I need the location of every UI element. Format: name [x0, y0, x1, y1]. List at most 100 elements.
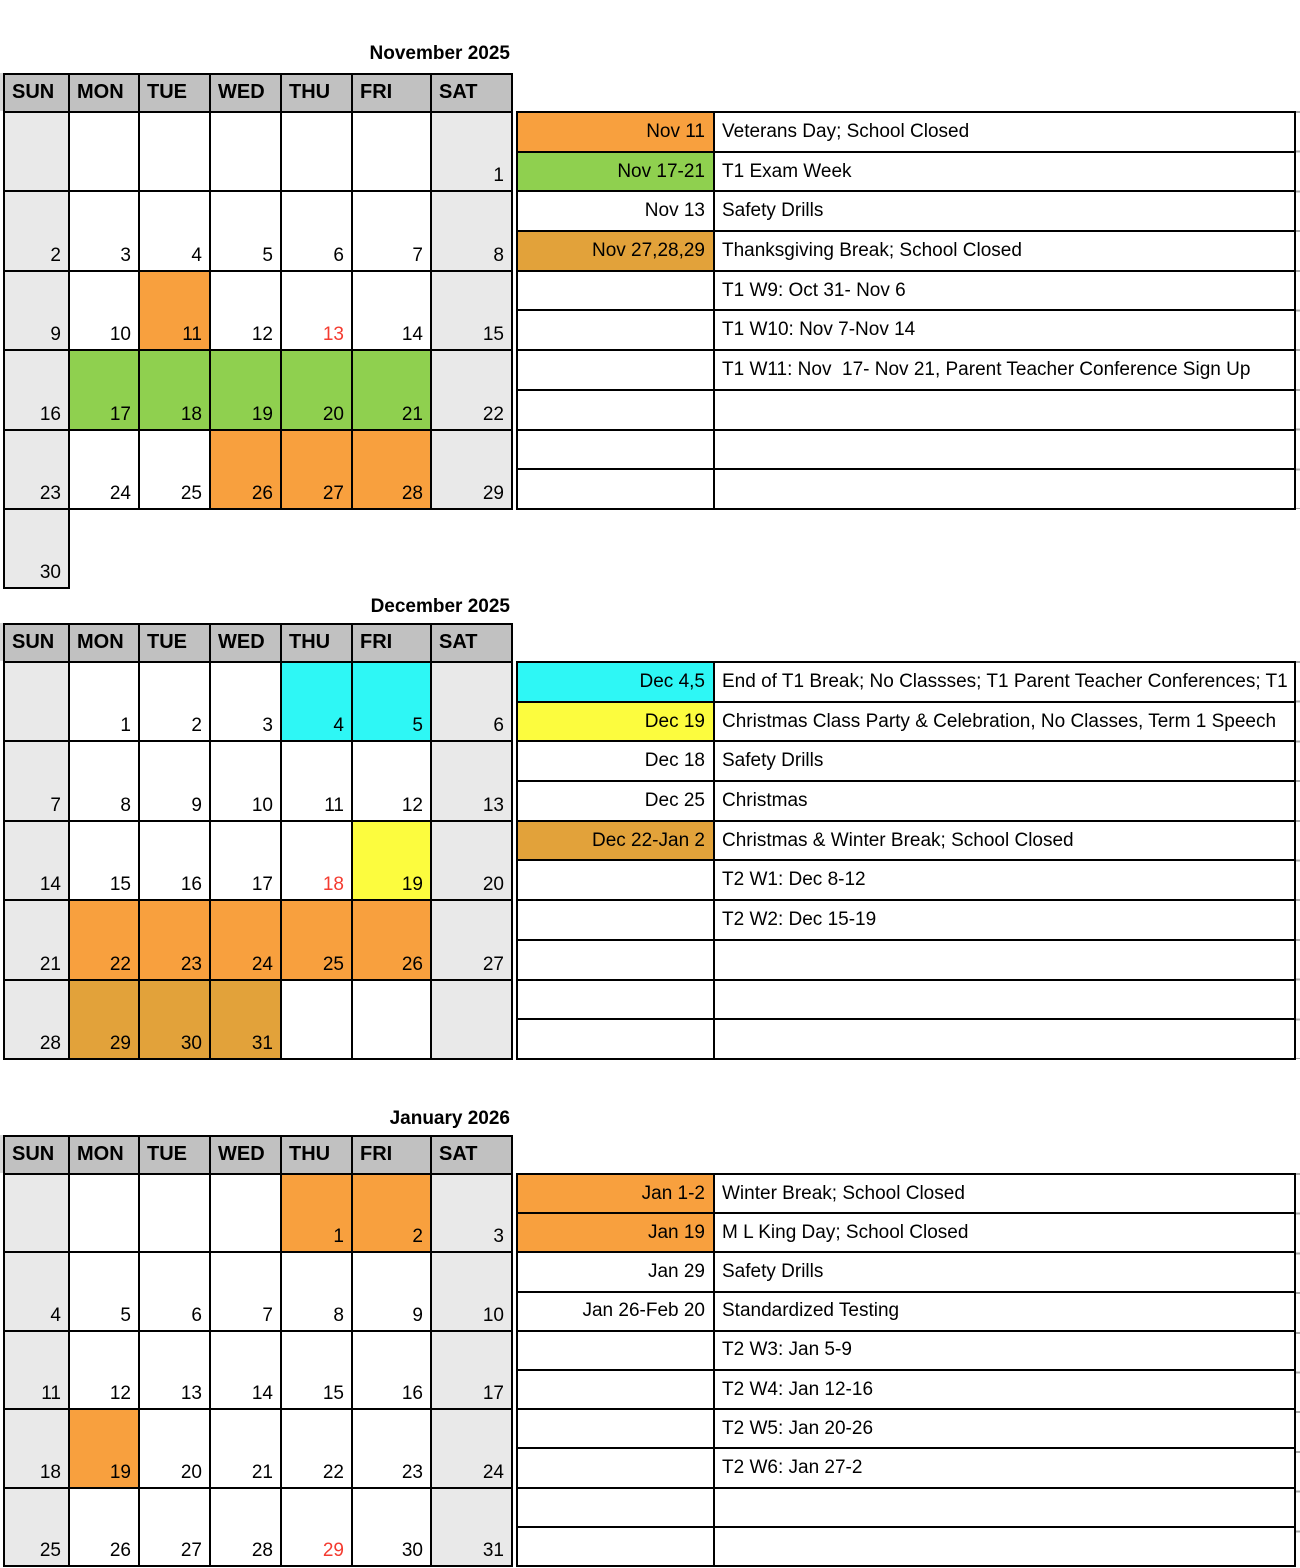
legend-date-cell[interactable]: Jan 29: [516, 1251, 715, 1293]
day-cell[interactable]: 23: [351, 1408, 432, 1489]
day-cell[interactable]: 21: [351, 349, 432, 431]
day-cell[interactable]: 4: [3, 1251, 70, 1332]
day-cell[interactable]: 27: [138, 1486, 211, 1567]
legend-date-cell[interactable]: Dec 19: [516, 700, 715, 743]
day-cell[interactable]: 4: [138, 190, 211, 272]
day-cell[interactable]: 5: [68, 1251, 140, 1332]
day-cell[interactable]: 24: [430, 1408, 513, 1489]
legend-text-cell[interactable]: T2 W3: Jan 5-9: [713, 1329, 1296, 1371]
legend-date-cell[interactable]: Nov 17-21: [516, 150, 715, 193]
legend-text-cell[interactable]: Winter Break; School Closed: [713, 1172, 1296, 1215]
legend-date-cell[interactable]: [516, 269, 715, 312]
legend-text-cell[interactable]: Christmas Class Party & Celebration, No …: [713, 700, 1296, 743]
day-cell[interactable]: 18: [280, 819, 353, 902]
legend-text-cell[interactable]: [713, 978, 1296, 1021]
day-cell[interactable]: 11: [138, 269, 211, 352]
day-cell[interactable]: 1: [430, 110, 513, 193]
legend-text-cell[interactable]: T1 Exam Week: [713, 150, 1296, 193]
day-cell[interactable]: 18: [138, 349, 211, 431]
legend-date-cell[interactable]: [516, 349, 715, 391]
day-cell[interactable]: 10: [68, 269, 140, 352]
legend-date-cell[interactable]: [516, 1329, 715, 1371]
day-cell[interactable]: 29: [68, 978, 140, 1060]
day-cell[interactable]: 18: [3, 1408, 70, 1489]
day-cell[interactable]: [68, 110, 140, 193]
legend-date-cell[interactable]: [516, 468, 715, 510]
day-cell[interactable]: 9: [138, 740, 211, 822]
day-cell[interactable]: 26: [68, 1486, 140, 1567]
day-cell[interactable]: 4: [280, 660, 353, 743]
day-cell[interactable]: 13: [280, 269, 353, 352]
day-cell[interactable]: 9: [351, 1251, 432, 1332]
legend-text-cell[interactable]: T2 W1: Dec 8-12: [713, 859, 1296, 902]
day-cell[interactable]: 24: [68, 428, 140, 510]
day-cell[interactable]: 2: [138, 660, 211, 743]
legend-text-cell[interactable]: Safety Drills: [713, 1251, 1296, 1293]
day-cell[interactable]: 16: [351, 1329, 432, 1411]
day-cell[interactable]: 11: [3, 1329, 70, 1411]
day-cell[interactable]: 8: [68, 740, 140, 822]
day-cell[interactable]: 13: [138, 1329, 211, 1411]
day-cell[interactable]: 14: [209, 1329, 282, 1411]
day-cell[interactable]: 7: [3, 740, 70, 822]
day-cell[interactable]: 31: [430, 1486, 513, 1567]
day-cell[interactable]: 10: [430, 1251, 513, 1332]
day-cell[interactable]: [280, 110, 353, 193]
legend-date-cell[interactable]: Nov 11: [516, 111, 715, 153]
day-cell[interactable]: 28: [351, 428, 432, 510]
day-cell[interactable]: [3, 660, 70, 743]
day-cell[interactable]: 15: [280, 1329, 353, 1411]
legend-text-cell[interactable]: [713, 938, 1296, 981]
legend-text-cell[interactable]: Christmas: [713, 780, 1296, 822]
legend-text-cell[interactable]: T2 W6: Jan 27-2: [713, 1447, 1296, 1489]
day-cell[interactable]: 3: [209, 660, 282, 743]
day-cell[interactable]: 7: [351, 190, 432, 272]
day-cell[interactable]: [351, 110, 432, 193]
day-cell[interactable]: [138, 110, 211, 193]
day-cell[interactable]: [68, 1172, 140, 1254]
legend-text-cell[interactable]: [713, 428, 1296, 471]
day-cell[interactable]: 22: [430, 349, 513, 431]
legend-text-cell[interactable]: End of T1 Break; No Classses; T1 Parent …: [713, 661, 1296, 703]
legend-text-cell[interactable]: [713, 388, 1296, 431]
legend-date-cell[interactable]: [516, 859, 715, 902]
day-cell[interactable]: 23: [138, 899, 211, 981]
legend-text-cell[interactable]: Safety Drills: [713, 190, 1296, 233]
day-cell[interactable]: 16: [138, 819, 211, 902]
day-cell[interactable]: 11: [280, 740, 353, 822]
day-cell[interactable]: 12: [68, 1329, 140, 1411]
day-cell[interactable]: 5: [351, 660, 432, 743]
legend-date-cell[interactable]: Jan 19: [516, 1212, 715, 1254]
day-cell[interactable]: 26: [351, 899, 432, 981]
legend-date-cell[interactable]: [516, 1486, 715, 1528]
legend-text-cell[interactable]: M L King Day; School Closed: [713, 1212, 1296, 1254]
legend-date-cell[interactable]: [516, 428, 715, 471]
day-cell[interactable]: [209, 1172, 282, 1254]
day-cell[interactable]: 10: [209, 740, 282, 822]
day-cell[interactable]: 1: [280, 1172, 353, 1254]
day-cell[interactable]: 29: [280, 1486, 353, 1567]
day-cell[interactable]: 6: [430, 660, 513, 743]
day-cell[interactable]: [430, 978, 513, 1060]
day-cell[interactable]: 25: [3, 1486, 70, 1567]
legend-date-cell[interactable]: Jan 26-Feb 20: [516, 1290, 715, 1332]
day-cell[interactable]: 24: [209, 899, 282, 981]
day-cell[interactable]: 12: [351, 740, 432, 822]
day-cell[interactable]: 30: [138, 978, 211, 1060]
day-cell[interactable]: 26: [209, 428, 282, 510]
day-cell[interactable]: [138, 1172, 211, 1254]
day-cell[interactable]: [209, 110, 282, 193]
day-cell[interactable]: 1: [68, 660, 140, 743]
day-cell[interactable]: 22: [68, 899, 140, 981]
day-cell[interactable]: 20: [280, 349, 353, 431]
day-cell[interactable]: 19: [68, 1408, 140, 1489]
legend-date-cell[interactable]: Jan 1-2: [516, 1172, 715, 1215]
legend-date-cell[interactable]: Dec 18: [516, 740, 715, 783]
day-cell[interactable]: [280, 978, 353, 1060]
legend-text-cell[interactable]: [713, 1486, 1296, 1528]
legend-text-cell[interactable]: Veterans Day; School Closed: [713, 111, 1296, 153]
legend-text-cell[interactable]: T2 W2: Dec 15-19: [713, 899, 1296, 941]
legend-date-cell[interactable]: Nov 27,28,29: [516, 230, 715, 272]
day-cell[interactable]: 8: [280, 1251, 353, 1332]
day-cell[interactable]: 5: [209, 190, 282, 272]
